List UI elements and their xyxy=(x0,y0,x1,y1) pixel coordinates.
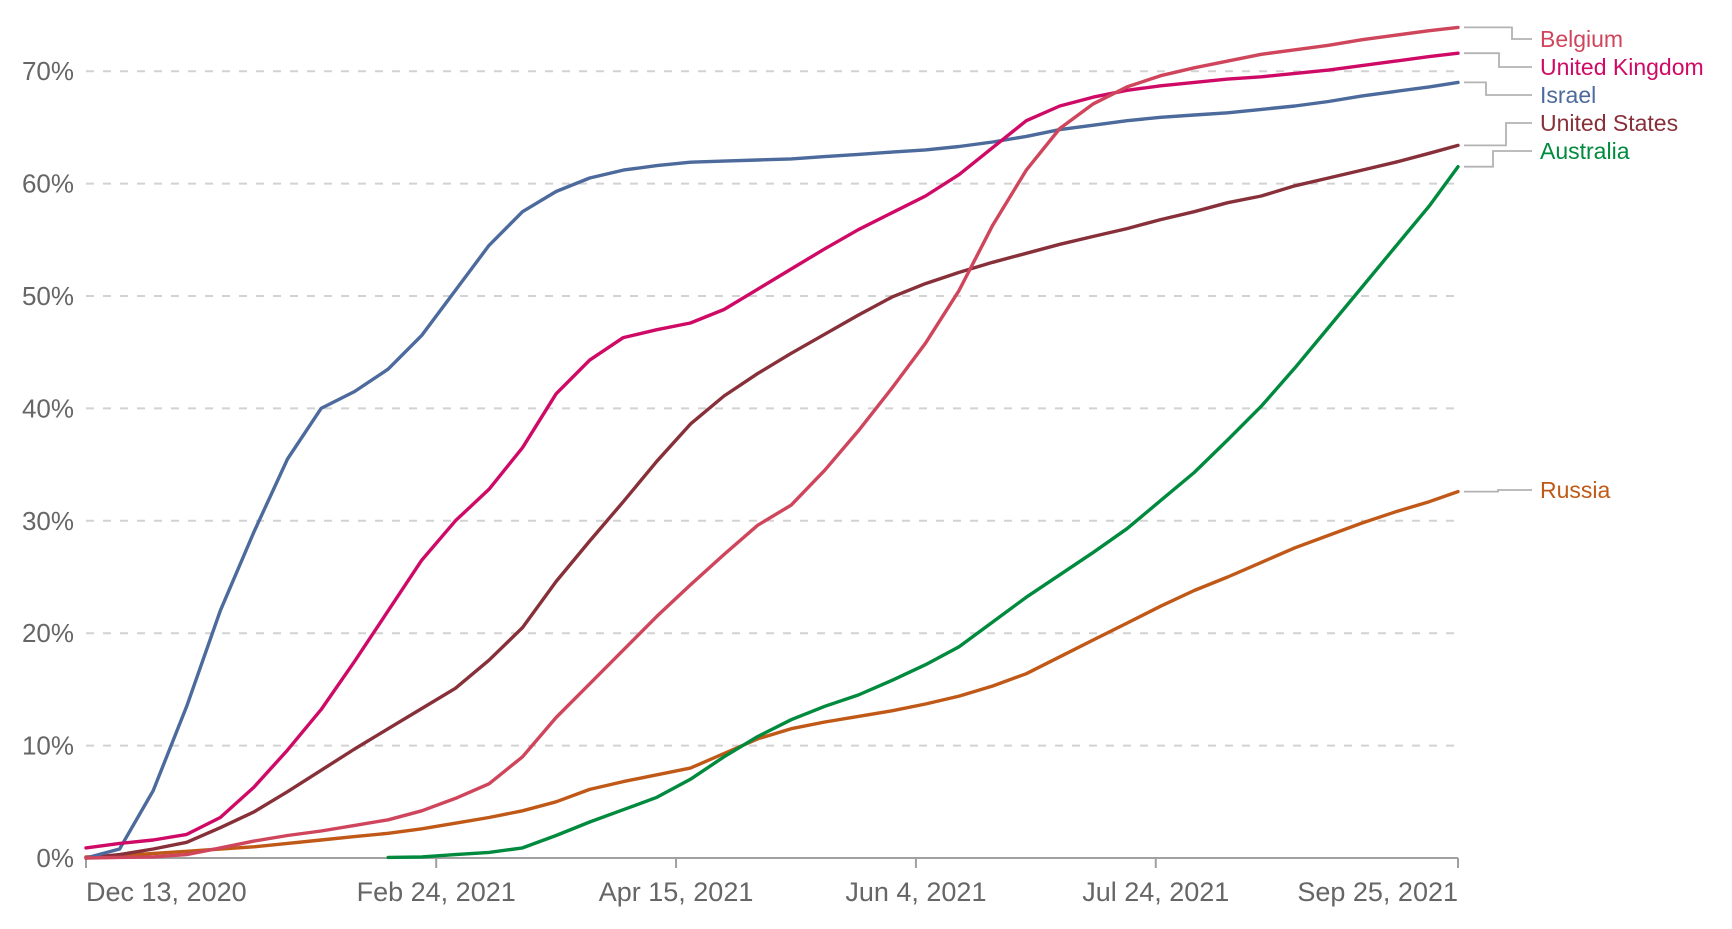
y-tick-label: 40% xyxy=(22,393,74,423)
line-israel[interactable] xyxy=(84,80,1460,860)
y-tick-label: 60% xyxy=(22,169,74,199)
legend-connector-united-states xyxy=(1464,122,1532,147)
y-tick-label: 0% xyxy=(36,843,74,873)
x-tick-label: Feb 24, 2021 xyxy=(357,877,516,907)
legend-label-united-states[interactable]: United States xyxy=(1540,110,1678,136)
legend-label-united-kingdom[interactable]: United Kingdom xyxy=(1540,54,1704,80)
line-united-kingdom[interactable] xyxy=(84,51,1460,850)
line-belgium[interactable] xyxy=(84,25,1460,860)
line-russia[interactable] xyxy=(84,489,1460,859)
y-tick-label: 20% xyxy=(22,618,74,648)
x-tick-label: Apr 15, 2021 xyxy=(599,877,754,907)
legend-label-russia[interactable]: Russia xyxy=(1540,477,1611,503)
legend-label-australia[interactable]: Australia xyxy=(1540,138,1630,164)
y-tick-label: 70% xyxy=(22,56,74,86)
legend-connector-russia xyxy=(1464,489,1532,493)
x-tick-label: Sep 25, 2021 xyxy=(1297,877,1458,907)
legend-label-belgium[interactable]: Belgium xyxy=(1540,26,1623,52)
legend-connector-israel xyxy=(1464,81,1532,96)
x-tick-label: Dec 13, 2020 xyxy=(86,877,247,907)
y-tick-label: 50% xyxy=(22,281,74,311)
x-tick-label: Jun 4, 2021 xyxy=(845,877,986,907)
x-tick-label: Jul 24, 2021 xyxy=(1082,877,1229,907)
legend-connector-united-kingdom xyxy=(1464,52,1532,68)
line-united-states[interactable] xyxy=(84,143,1460,860)
line-australia[interactable] xyxy=(386,165,1460,860)
legend-label-israel[interactable]: Israel xyxy=(1540,82,1596,108)
legend-connector-australia xyxy=(1464,150,1532,168)
y-tick-label: 10% xyxy=(22,731,74,761)
y-tick-label: 30% xyxy=(22,506,74,536)
legend-connector-belgium xyxy=(1464,26,1532,40)
